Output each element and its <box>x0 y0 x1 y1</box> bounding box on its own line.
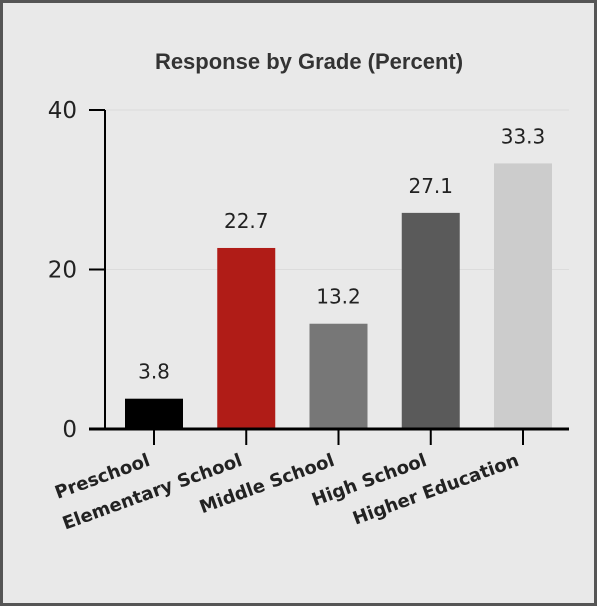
bar-chart: Response by Grade (Percent) 0 20 40 Presch… <box>48 49 569 534</box>
bars <box>125 163 552 429</box>
y-axis-ticks: 0 20 40 <box>48 98 105 443</box>
data-label: 33.3 <box>501 124 546 148</box>
y-tick-label: 20 <box>48 258 77 284</box>
data-label: 13.2 <box>316 285 361 309</box>
bar <box>494 163 552 429</box>
chart-title: Response by Grade (Percent) <box>155 49 463 74</box>
bar <box>125 398 183 429</box>
y-tick-label: 0 <box>62 417 77 443</box>
bar <box>309 323 368 429</box>
bar <box>217 247 276 429</box>
data-label: 27.1 <box>408 174 453 198</box>
x-tick-label: Higher Education <box>350 450 522 530</box>
data-labels: 3.8 22.7 13.2 27.1 33.3 <box>138 124 545 383</box>
bar <box>401 212 460 429</box>
data-label: 3.8 <box>138 360 170 384</box>
data-label: 22.7 <box>224 209 269 233</box>
y-tick-label: 40 <box>48 98 77 124</box>
gridlines <box>105 109 569 270</box>
